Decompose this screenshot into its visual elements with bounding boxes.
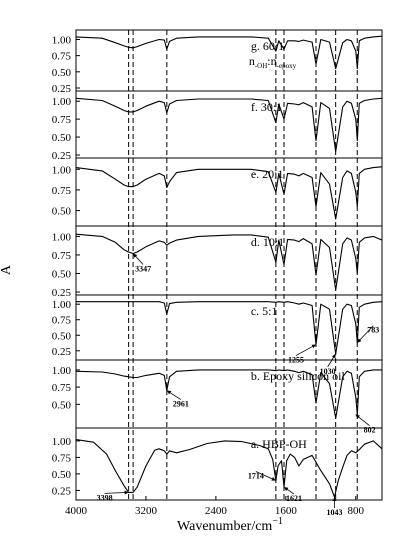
annotation-arrowhead [124, 490, 129, 495]
y-axis-title: A [0, 264, 14, 275]
spectrum-line [75, 439, 383, 498]
y-tick-label: 0.50 [52, 67, 72, 79]
annotation-label: 3347 [135, 264, 151, 273]
y-tick-label: 1.00 [52, 96, 72, 108]
annotation-label: 3398 [97, 493, 113, 502]
panel-2: 1.00 0.75 0.50 e. 20:1 [52, 157, 383, 227]
annotation-arrowhead [332, 497, 337, 501]
reference-lines-group [128, 30, 358, 500]
y-tick-label: 0.25 [52, 150, 72, 162]
panel-3: 1.00 0.75 0.50 0.25 d. 10:1 [52, 225, 383, 299]
ratio-sub1: -OH [255, 62, 267, 70]
annotation-arrowhead [166, 390, 172, 395]
annotation-label: 2961 [173, 400, 189, 409]
annotation-arrowhead [355, 414, 360, 419]
y-tick-label: 0.25 [52, 83, 72, 95]
y-tick-label: 1.00 [52, 299, 72, 311]
y-tick-label: 1.00 [52, 34, 72, 46]
spectrum-line [75, 35, 383, 70]
y-tick-label: 1.00 [52, 365, 72, 377]
y-tick-label: 0.25 [52, 346, 72, 358]
panel-1: 1.00 0.75 0.50 0.25 f. 30:1 [52, 90, 383, 162]
annotation-arrowhead [311, 344, 316, 349]
spectrum-line [75, 166, 383, 220]
x-tick-label: 800 [348, 505, 365, 517]
panel-label: c. 5:1 [251, 304, 278, 318]
panel-0: 1.00 0.75 0.50 0.25 g. 60:1n-OH:n-epoxy [52, 29, 383, 95]
y-tick-label: 1.00 [52, 164, 72, 176]
ratio-n1: n [249, 54, 255, 68]
y-tick-label: 0.25 [52, 287, 72, 299]
x-axis: 4000 3200 2400 1600 800 [65, 496, 365, 517]
panel-label: e. 20:1 [251, 167, 284, 181]
annotation-label: 1621 [286, 494, 302, 503]
panel-label: b. Epoxy silicon oil [251, 369, 346, 383]
annotation-arrowhead [331, 353, 336, 359]
annotation-label: 783 [367, 326, 379, 335]
annotation-arrowhead [283, 487, 289, 492]
y-tick-label: 1.00 [52, 231, 72, 243]
y-tick-label: 0.75 [52, 185, 72, 197]
annotation-arrowhead [357, 338, 362, 343]
y-tick-label: 0.75 [52, 114, 72, 126]
annotation-label: 1043 [327, 508, 343, 517]
y-tick-label: 0.75 [52, 315, 72, 327]
y-tick-label: 0.50 [52, 206, 72, 218]
y-tick-label: 0.50 [52, 399, 72, 411]
y-tick-label: 0.50 [52, 268, 72, 280]
y-tick-label: 0.75 [52, 452, 72, 464]
annotation-arrowhead [271, 477, 276, 481]
panel-label: f. 30:1 [251, 100, 282, 114]
annotation-label: 1255 [288, 356, 304, 365]
panel-label: g. 60:1 [251, 39, 284, 53]
annotation-arrow [104, 491, 129, 494]
x-tick-label: 4000 [65, 505, 88, 517]
ratio-sub2: -epoxy [277, 62, 297, 70]
spectrum-line [76, 301, 383, 355]
annotations-group: 3347 1255 1030 783 2961 802 3398 1714 1621 1043 [97, 253, 379, 517]
spectrum-line [75, 369, 382, 419]
panel-frame [75, 427, 383, 501]
panel-label: a. HBP-OH [251, 437, 307, 451]
x-tick-label: 1600 [275, 505, 298, 517]
y-tick-label: 0.75 [52, 51, 72, 63]
ratio-mid: :n [267, 54, 276, 68]
x-tick-label: 2400 [205, 505, 228, 517]
y-tick-label: 0.25 [52, 485, 72, 497]
panels-group: 1.000.750.500.25g. 60:1n-OH:n-epoxy1.000… [52, 29, 383, 501]
annotation-label: 1030 [320, 367, 336, 376]
y-tick-label: 0.75 [52, 382, 72, 394]
annotation-arrowhead [133, 253, 138, 258]
y-tick-label: 0.50 [52, 132, 72, 144]
x-axis-title: Wavenumber/cm−1 [177, 516, 283, 534]
panel-label: d. 10:1 [251, 235, 284, 249]
y-tick-label: 0.50 [52, 469, 72, 481]
x-tick-label: 3200 [135, 505, 158, 517]
y-tick-label: 1.00 [52, 436, 72, 448]
spectrum-line [75, 233, 383, 291]
y-tick-label: 0.50 [52, 330, 72, 342]
panel-4: 1.00 0.75 0.50 0.25 c. 5:1 [52, 294, 383, 361]
annotation-label: 802 [364, 426, 376, 435]
x-axis-title-exponent: −1 [272, 516, 283, 527]
annotation-label: 1714 [248, 472, 264, 481]
x-axis-title-main: Wavenumber/cm [177, 519, 272, 534]
spectrum-line [75, 97, 383, 152]
panel-6: 1.00 0.75 0.50 0.25 a. HBP-OH [52, 427, 383, 501]
y-tick-label: 0.75 [52, 250, 72, 262]
panel-label-ratio: n-OH:n-epoxy [249, 54, 297, 70]
